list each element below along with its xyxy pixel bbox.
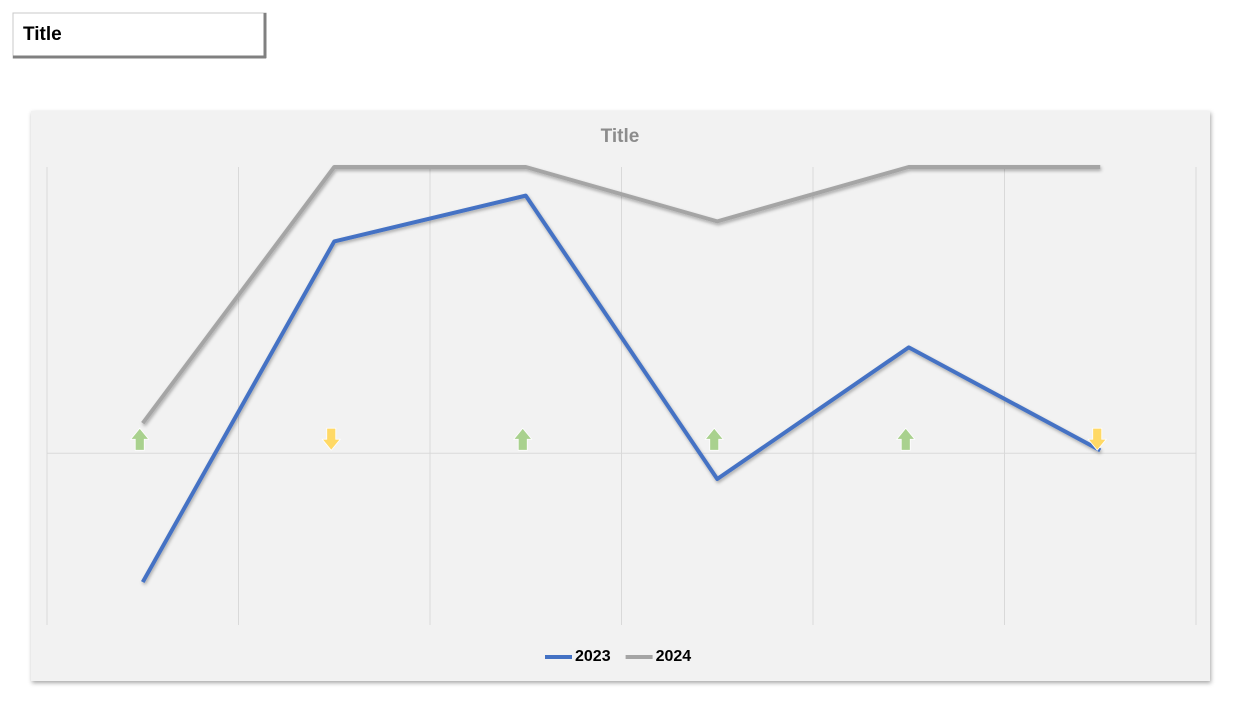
direction-arrow [321,427,342,451]
chart-title: Title [601,126,640,147]
title-box [12,12,267,59]
legend-label: 2024 [656,648,692,665]
direction-arrow [129,427,150,451]
series-line [141,193,1102,584]
direction-arrow [512,427,533,451]
box-title: Title [23,24,62,45]
chart-area [31,111,1210,681]
direction-arrow [895,427,916,451]
legend-label: 2023 [575,648,611,665]
direction-arrow [1087,427,1108,451]
direction-arrow [704,427,725,451]
plot: 2023 2024 [46,165,1197,665]
series-line [141,165,1101,425]
